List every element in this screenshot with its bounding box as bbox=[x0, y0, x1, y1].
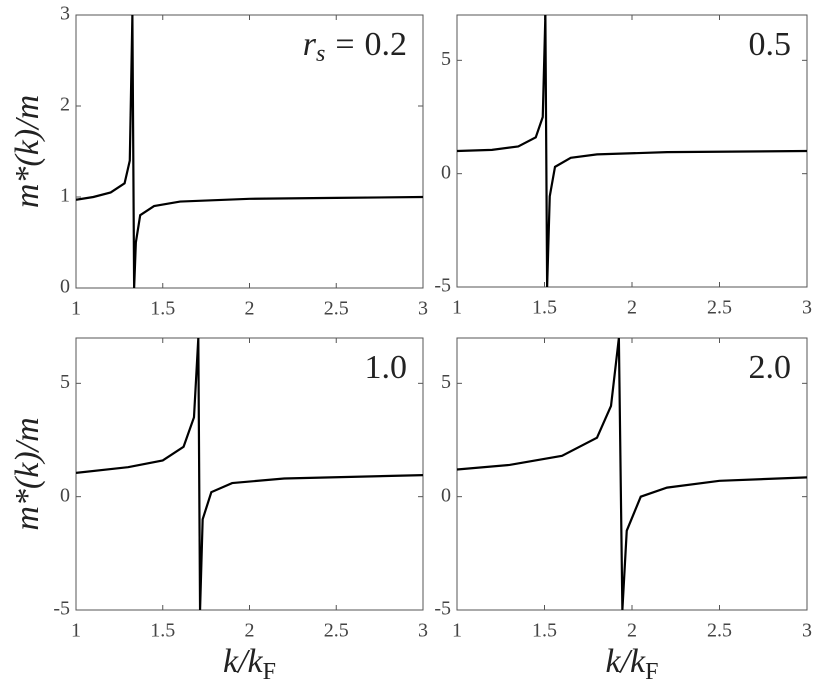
y-tick-label: 1 bbox=[60, 185, 70, 207]
x-tick-label: 1 bbox=[452, 297, 462, 319]
x-tick-label: 2.5 bbox=[324, 620, 349, 642]
data-line bbox=[76, 338, 423, 610]
plot-area bbox=[76, 338, 423, 610]
y-tick-label: 2 bbox=[60, 94, 70, 116]
y-tick-label: -5 bbox=[434, 275, 451, 297]
annotation-value: 0.2 bbox=[365, 26, 408, 63]
y-tick-label: 0 bbox=[441, 161, 451, 183]
x-tick-label: 1 bbox=[452, 620, 462, 642]
y-tick-label: -5 bbox=[53, 598, 70, 620]
y-tick-label: 0 bbox=[60, 484, 70, 506]
x-axis-label-subscript: F bbox=[645, 659, 658, 685]
x-axis-label-subscript: F bbox=[263, 659, 276, 685]
x-axis-label-main: k/k bbox=[223, 643, 264, 680]
x-axis-label: k/kF bbox=[606, 643, 659, 685]
y-tick-label: 3 bbox=[60, 3, 70, 25]
data-line bbox=[457, 338, 807, 610]
x-tick-label: 3 bbox=[802, 297, 812, 319]
panel: -5 0 5 1 1.5 2 2.5 3 0.5 bbox=[434, 14, 812, 319]
annotation-relation: = bbox=[335, 26, 354, 63]
y-tick-label: 0 bbox=[60, 276, 70, 298]
x-tick-label: 1.5 bbox=[150, 620, 175, 642]
plot-area bbox=[76, 15, 423, 288]
annotation-subscript: s bbox=[316, 41, 325, 67]
x-tick-label: 2.5 bbox=[707, 620, 732, 642]
x-tick-label: 1 bbox=[71, 298, 81, 320]
x-tick-label: 3 bbox=[802, 620, 812, 642]
x-axis-label: k/kF bbox=[223, 643, 276, 685]
data-line bbox=[76, 15, 423, 288]
y-tick-label: 5 bbox=[60, 371, 70, 393]
annotation-value: 0.5 bbox=[749, 26, 792, 63]
y-axis-label: m*(k)/m bbox=[9, 417, 46, 530]
annotation: 0.5 bbox=[749, 26, 792, 63]
plot-area bbox=[457, 338, 807, 610]
plot-area bbox=[457, 15, 807, 287]
y-axis-label: m*(k)/m bbox=[9, 95, 46, 208]
x-tick-label: 1.5 bbox=[532, 620, 557, 642]
annotation-symbol: r bbox=[303, 26, 317, 63]
y-tick-label: -5 bbox=[434, 598, 451, 620]
x-tick-label: 2 bbox=[627, 620, 637, 642]
x-tick-label: 2.5 bbox=[324, 298, 349, 320]
x-tick-label: 1.5 bbox=[150, 298, 175, 320]
x-tick-label: 1.5 bbox=[532, 297, 557, 319]
annotation-value: 2.0 bbox=[749, 349, 792, 386]
x-tick-label: 2.5 bbox=[707, 297, 732, 319]
panel: -5 0 5 1 1.5 2 2.5 3 2.0 k/kF bbox=[434, 337, 812, 685]
x-tick-label: 2 bbox=[245, 298, 255, 320]
y-tick-label: 5 bbox=[441, 48, 451, 70]
annotation: rs = 0.2 bbox=[303, 26, 407, 67]
x-axis-label-main: k/k bbox=[606, 643, 647, 680]
data-line bbox=[457, 15, 807, 287]
panel: -5 0 5 1 1.5 2 2.5 3 1.0 m*(k)/m k/kF bbox=[9, 337, 428, 685]
y-tick-label: 5 bbox=[441, 371, 451, 393]
x-tick-label: 2 bbox=[627, 297, 637, 319]
y-tick-label: 0 bbox=[441, 484, 451, 506]
annotation-value: 1.0 bbox=[365, 349, 408, 386]
annotation: 1.0 bbox=[365, 349, 408, 386]
annotation: 2.0 bbox=[749, 349, 792, 386]
x-tick-label: 3 bbox=[418, 298, 428, 320]
x-tick-label: 3 bbox=[418, 620, 428, 642]
x-tick-label: 1 bbox=[71, 620, 81, 642]
x-tick-label: 2 bbox=[245, 620, 255, 642]
